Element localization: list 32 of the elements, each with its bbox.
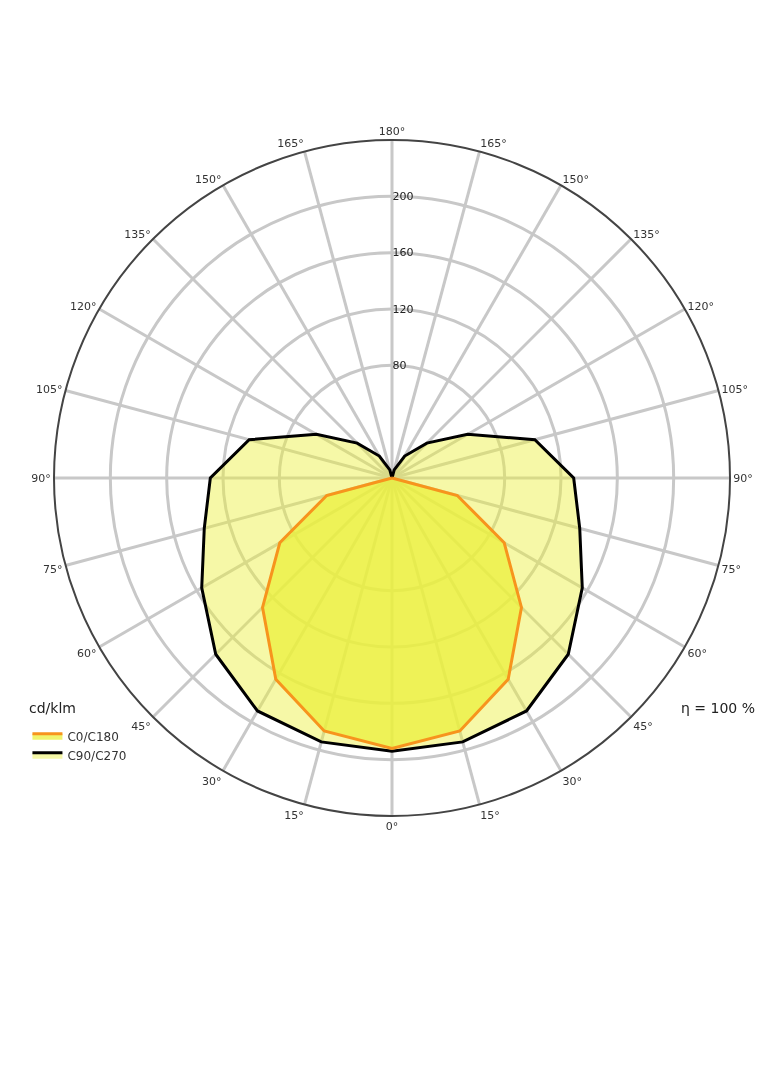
legend-label: C0/C180 [67,729,119,744]
spoke-label: 60° [77,647,97,661]
text: η = 100 % [681,700,755,716]
text: cd/klm [29,700,76,716]
spoke-label: 120° [70,299,97,313]
y-tick-label: 160 [392,246,414,260]
spoke-label: 0° [385,820,399,834]
y-tick-label: 80 [392,358,407,372]
spoke-label: 135° [633,227,660,241]
spoke-label: 105° [35,382,63,396]
spoke-label: 75° [42,562,63,576]
spoke-label: 150° [562,172,590,186]
spoke-label: 150° [194,172,222,186]
spoke-label: 105° [721,382,749,396]
spoke-label: 45° [633,719,653,733]
spoke-label: 30° [201,774,222,788]
spoke-label: 180° [378,124,406,138]
spoke-label: 30° [562,774,583,788]
spoke-label: 75° [721,562,742,576]
spoke-label: 165° [480,137,507,151]
spoke-label: 90° [31,471,51,485]
spoke-label: 135° [124,227,151,241]
spoke-label: 165° [277,137,304,151]
y-tick-label: 120 [392,302,414,316]
legend-label: C90/C270 [67,748,127,763]
y-tick-label: 200 [392,189,414,203]
spoke-label: 15° [480,809,500,823]
spoke-label: 90° [733,471,753,485]
spoke-label: 45° [131,719,151,733]
spoke-label: 120° [687,299,714,313]
spoke-label: 60° [687,647,707,661]
spoke-label: 15° [284,809,304,823]
